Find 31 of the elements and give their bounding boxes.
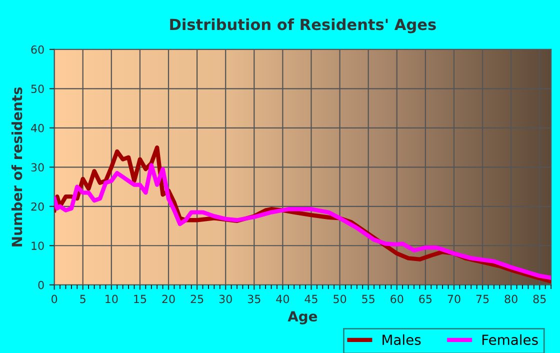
- x-tick-label: 15: [134, 294, 146, 304]
- x-tick-label: 5: [80, 294, 86, 304]
- y-tick-label: 10: [32, 242, 44, 250]
- x-tick-label: 40: [276, 294, 290, 304]
- x-tick-label: 65: [419, 294, 432, 304]
- x-tick-label: 55: [362, 294, 374, 304]
- x-tick-label: 85: [533, 294, 546, 304]
- legend-label: Males: [382, 334, 421, 346]
- x-tick-label: 50: [334, 294, 346, 304]
- y-tick-label: 0: [38, 280, 44, 290]
- x-tick-label: 45: [304, 294, 318, 304]
- x-tick-label: 80: [504, 294, 518, 304]
- x-tick-label: 10: [106, 294, 118, 304]
- y-tick-label: 50: [31, 84, 44, 94]
- chart-title: Distribution of Residents' Ages: [170, 18, 436, 34]
- line-series: [54, 163, 552, 280]
- x-tick-label: 20: [162, 294, 175, 304]
- y-tick-label: 20: [31, 202, 44, 211]
- y-axis-title: Number of residents: [11, 87, 22, 246]
- x-tick-label: 60: [390, 294, 404, 304]
- y-tick-label: 60: [31, 45, 44, 54]
- y-tick-label: 40: [31, 124, 44, 132]
- y-tick-label: 30: [31, 163, 44, 172]
- x-tick-label: 25: [190, 294, 204, 304]
- x-tick-label: 75: [476, 294, 489, 304]
- x-tick-label: 0: [52, 294, 58, 304]
- x-tick-label: 35: [248, 294, 260, 304]
- x-axis-title: Age: [288, 311, 318, 324]
- x-tick-label: 30: [219, 294, 232, 304]
- x-tick-label: 70: [448, 294, 460, 304]
- legend-label: Females: [482, 334, 538, 346]
